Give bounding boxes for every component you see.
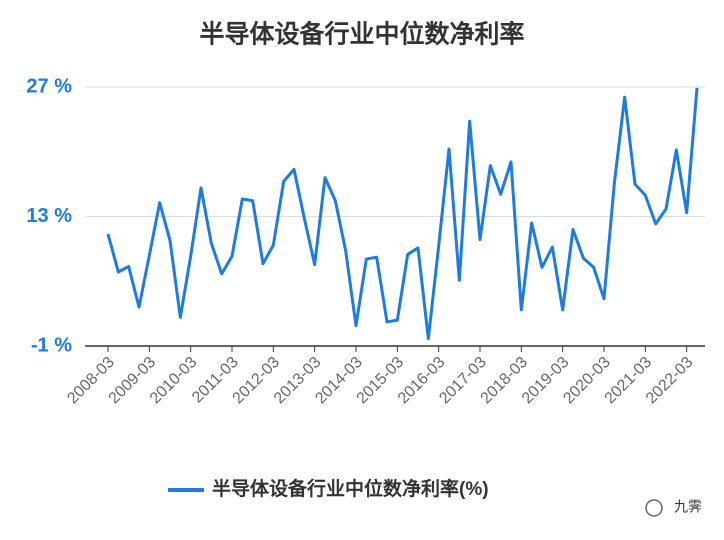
legend-label: 半导体设备行业中位数净利率(%) (212, 477, 489, 500)
chart-title: 半导体设备行业中位数净利率 (199, 20, 524, 49)
watermark: 九霁 (674, 499, 702, 515)
y-tick-label: 27 % (26, 75, 72, 97)
y-tick-label: -1 % (31, 334, 72, 356)
watermark-icon (645, 499, 663, 517)
series-line (106, 87, 699, 341)
y-tick-label: 13 % (26, 205, 72, 227)
